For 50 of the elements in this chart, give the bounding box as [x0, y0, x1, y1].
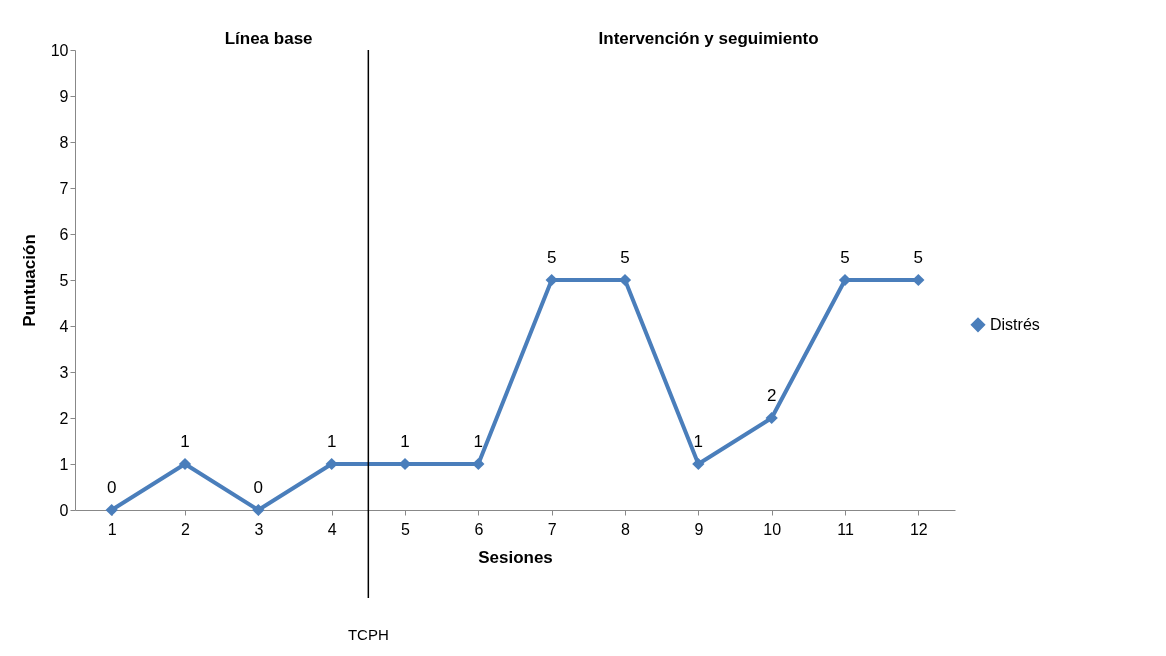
x-tick-label: 1: [107, 520, 117, 538]
legend-label: Distrés: [990, 315, 1040, 333]
data-label: 0: [106, 478, 117, 497]
y-tick-label: 7: [59, 179, 69, 197]
data-label: 1: [693, 432, 704, 451]
data-label: 0: [253, 478, 264, 497]
point: [325, 457, 338, 471]
point: [472, 457, 485, 471]
x-tick-label: 3: [254, 520, 264, 538]
x-tick-label: 2: [181, 520, 191, 538]
x-tick-label: 11: [837, 520, 854, 538]
y-axis-title: Puntuación: [19, 234, 39, 327]
point: [765, 411, 778, 425]
x-tick-label: 7: [547, 520, 557, 538]
point: [545, 273, 558, 287]
y-tick-label: 3: [59, 363, 69, 381]
point: [178, 457, 192, 471]
x-tick-label: 9: [694, 520, 704, 538]
text: Intervención y seguimiento: [598, 29, 819, 48]
point: [252, 503, 265, 517]
y-tick-label: 8: [59, 133, 69, 151]
point: [912, 273, 925, 287]
data-label: 5: [620, 248, 630, 267]
point: [105, 503, 118, 517]
x-tick-label: 12: [909, 520, 928, 538]
data-label: 1: [326, 432, 337, 451]
x-tick-label: 6: [474, 520, 484, 538]
data-label: 5: [546, 248, 557, 267]
x-tick-label: 5: [401, 520, 411, 538]
y-tick-label: 6: [59, 225, 69, 243]
data-label: 5: [840, 248, 850, 267]
data-label: 1: [473, 432, 484, 451]
y-tick-label: 9: [59, 87, 69, 105]
text: Línea base: [224, 29, 313, 48]
y-tick-label: 5: [59, 271, 69, 289]
point: [692, 457, 705, 471]
data-label: 5: [913, 248, 924, 267]
data-label: 1: [400, 432, 410, 451]
data-label: 1: [180, 432, 190, 451]
x-tick-label: 4: [327, 520, 337, 538]
x-tick-label: 10: [763, 520, 782, 538]
ref-line-label: TCPH: [347, 626, 389, 643]
y-tick-label: 1: [59, 455, 69, 473]
data-label: 2: [766, 386, 777, 405]
y-tick-label: 0: [59, 501, 69, 519]
x-tick-label: 8: [621, 520, 631, 538]
x-axis-title: Sesiones: [478, 547, 553, 567]
y-tick-label: 2: [59, 409, 69, 427]
y-tick-label: 10: [50, 41, 69, 59]
y-tick-label: 4: [59, 317, 69, 335]
